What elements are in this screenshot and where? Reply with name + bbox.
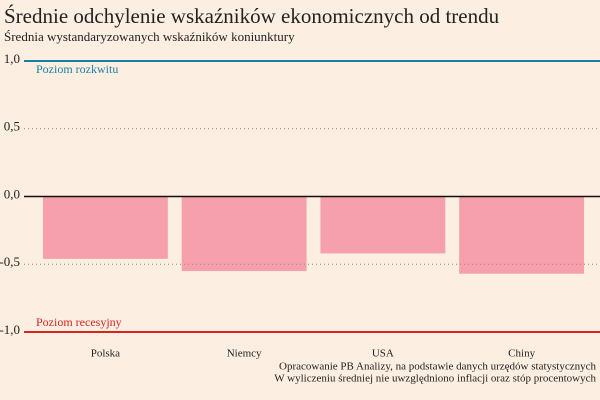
y-tick-label: -0,5 — [0, 254, 20, 269]
bar — [459, 196, 585, 274]
x-tick-label: Chiny — [508, 348, 535, 360]
chart-title: Średnie odchylenie wskaźników ekonomiczn… — [4, 4, 500, 28]
y-tick-label: 0,5 — [4, 119, 20, 134]
reference-label: Poziom recesyjny — [36, 315, 122, 329]
x-tick-label: Niemcy — [227, 348, 262, 360]
footnote: W wyliczeniu średniej nie uwzględniono i… — [274, 373, 596, 385]
bar — [320, 196, 446, 254]
x-tick-label: USA — [372, 348, 394, 360]
reference-label: Poziom rozkwitu — [36, 62, 118, 76]
footnote: Opracowanie PB Analizy, na podstawie dan… — [279, 361, 596, 373]
y-tick-label: 1,0 — [4, 51, 20, 66]
x-tick-label: Polska — [91, 348, 120, 360]
y-tick-label: -1,0 — [0, 322, 20, 337]
y-tick-label: 0,0 — [4, 186, 20, 201]
bar — [42, 196, 168, 259]
chart-subtitle: Średnia wystandaryzowanych wskaźników ko… — [4, 29, 295, 44]
bar — [181, 196, 307, 272]
